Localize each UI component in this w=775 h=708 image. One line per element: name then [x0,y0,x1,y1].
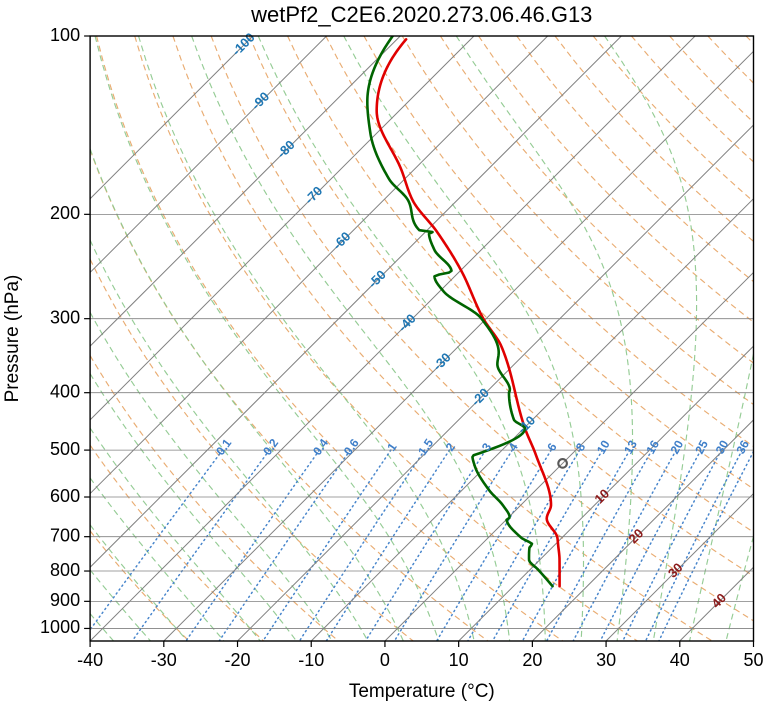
svg-text:-40: -40 [77,650,103,670]
svg-text:1000: 1000 [40,617,80,637]
svg-text:900: 900 [50,590,80,610]
svg-text:10: 10 [449,650,469,670]
svg-text:800: 800 [50,560,80,580]
svg-text:Temperature (°C): Temperature (°C) [349,681,495,702]
svg-text:20: 20 [522,650,542,670]
svg-text:Pressure (hPa): Pressure (hPa) [2,275,23,403]
svg-text:-20: -20 [225,650,251,670]
svg-text:-10: -10 [298,650,324,670]
svg-text:700: 700 [50,525,80,545]
svg-text:400: 400 [50,381,80,401]
svg-text:-30: -30 [151,650,177,670]
svg-text:50: 50 [743,650,763,670]
svg-text:30: 30 [596,650,616,670]
svg-text:600: 600 [50,486,80,506]
svg-text:wetPf2_C2E6.2020.273.06.46.G13: wetPf2_C2E6.2020.273.06.46.G13 [250,2,592,27]
svg-text:500: 500 [50,439,80,459]
svg-text:100: 100 [50,25,80,45]
svg-text:40: 40 [670,650,690,670]
svg-text:200: 200 [50,203,80,223]
svg-text:300: 300 [50,307,80,327]
svg-text:0: 0 [380,650,390,670]
